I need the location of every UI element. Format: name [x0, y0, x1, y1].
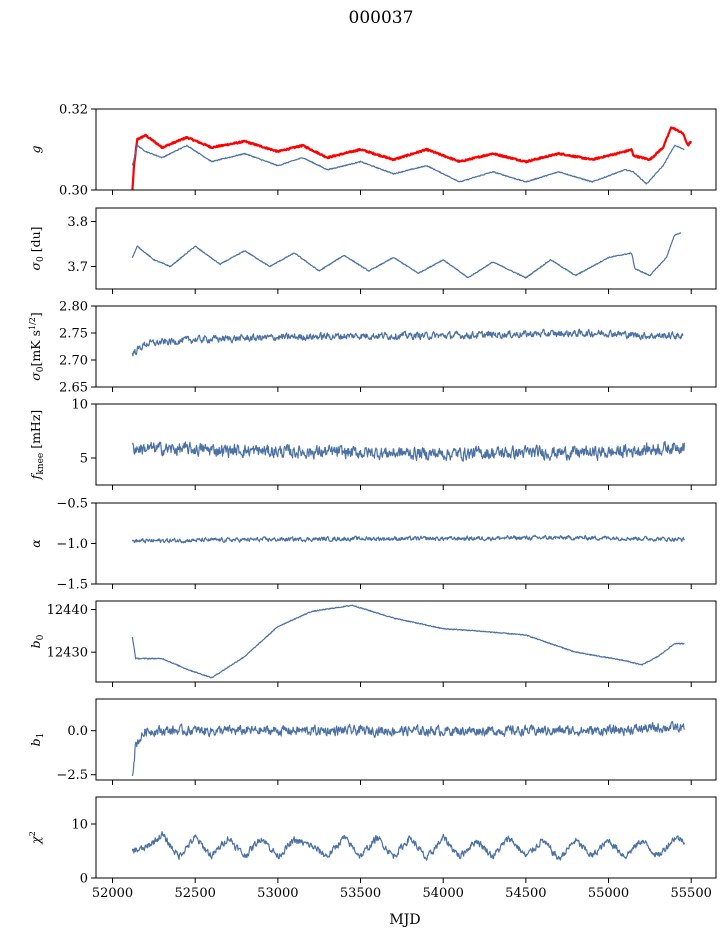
y-tick-label-sigma0_mk-0: 2.65 — [59, 381, 88, 396]
y-axis-label-g: g — [28, 145, 43, 153]
y-tick-label-b1-1: 0.0 — [67, 724, 88, 739]
x-axis-label: MJD — [389, 912, 420, 928]
y-tick-label-chi2-0: 0 — [80, 872, 88, 887]
axes-frame-sigma0_mk — [95, 305, 717, 388]
series-line-b1-0 — [131, 721, 685, 777]
x-tick-label-52000: 52000 — [92, 886, 133, 901]
y-tick-label-alpha-1: −1.0 — [56, 537, 88, 552]
y-tick-label-alpha-0: −1.5 — [56, 578, 88, 593]
y-axis-label-b0: b0 — [28, 634, 46, 648]
panel-sigma0: 3.7 3.8 σ0 [du] — [28, 207, 717, 294]
panel-chi2: 0 10 χ2 52000 52500 53000 53500 54000 54500 55000… — [28, 796, 717, 901]
x-tick-label-53000: 53000 — [257, 886, 298, 901]
x-tick-label-54000: 54000 — [423, 886, 464, 901]
series-line-b0-0 — [131, 604, 685, 679]
series-line-g-1 — [131, 144, 685, 185]
x-tick-label-54500: 54500 — [505, 886, 546, 901]
series-line-g-0 — [131, 126, 692, 190]
axes-frame-g — [95, 108, 717, 191]
axes-frame-b0 — [95, 600, 717, 683]
y-tick-label-alpha-2: −0.5 — [56, 497, 88, 512]
y-tick-label-fknee-0: 5 — [80, 452, 88, 467]
y-tick-label-sigma0-1: 3.8 — [67, 215, 88, 230]
series-line-chi2-0 — [131, 831, 685, 861]
y-axis-label-b1: b1 — [28, 733, 46, 747]
x-tick-label-55500: 55500 — [671, 886, 712, 901]
y-tick-label-chi2-1: 10 — [71, 818, 88, 833]
y-tick-label-sigma0-0: 3.7 — [67, 260, 88, 275]
panel-sigma0_mk: 2.65 2.70 2.75 2.80 σ0[mK s1/2] — [28, 300, 717, 396]
y-axis-label-sigma0: σ0 [du] — [28, 226, 46, 270]
panel-fknee: 5 10 fknee [mHz] — [28, 398, 717, 490]
y-axis-label-fknee: fknee [mHz] — [28, 410, 46, 481]
series-line-sigma0_mk-0 — [131, 328, 684, 357]
y-tick-label-sigma0_mk-1: 2.70 — [59, 354, 88, 369]
panel-b1: −2.5 0.0 b1 — [28, 698, 717, 785]
y-axis-label-alpha: α — [28, 539, 43, 548]
x-tick-label-53500: 53500 — [340, 886, 381, 901]
series-line-fknee-0 — [131, 440, 685, 462]
axes-frame-b1 — [95, 698, 717, 781]
y-tick-label-fknee-1: 10 — [71, 398, 88, 413]
series-line-sigma0-0 — [131, 232, 682, 279]
y-tick-label-g-0: 0.30 — [59, 184, 88, 199]
x-tick-label-52500: 52500 — [175, 886, 216, 901]
y-tick-label-b1-0: −2.5 — [56, 768, 88, 783]
panel-b0: 12430 12440 b0 — [28, 600, 717, 687]
y-tick-label-g-1: 0.32 — [59, 103, 88, 118]
y-tick-label-sigma0_mk-2: 2.75 — [59, 327, 88, 342]
axes-frame-fknee — [95, 403, 717, 486]
y-axis-label-chi2: χ2 — [28, 831, 43, 845]
panel-g: 0.30 0.32 g — [28, 103, 717, 199]
panel-alpha: −1.5 −1.0 −0.5 α — [28, 497, 717, 593]
y-tick-label-b0-0: 12430 — [47, 646, 88, 661]
series-line-alpha-0 — [131, 534, 685, 544]
y-tick-label-b0-1: 12440 — [47, 603, 88, 618]
y-tick-label-sigma0_mk-3: 2.80 — [59, 300, 88, 315]
axes-frame-alpha — [95, 502, 717, 585]
x-tick-label-55000: 55000 — [588, 886, 629, 901]
axes-frame-chi2 — [95, 796, 717, 879]
y-axis-label-sigma0_mk: σ0[mK s1/2] — [28, 312, 46, 381]
figure-title: 000037 — [349, 8, 414, 28]
axes-frame-sigma0 — [95, 207, 717, 290]
